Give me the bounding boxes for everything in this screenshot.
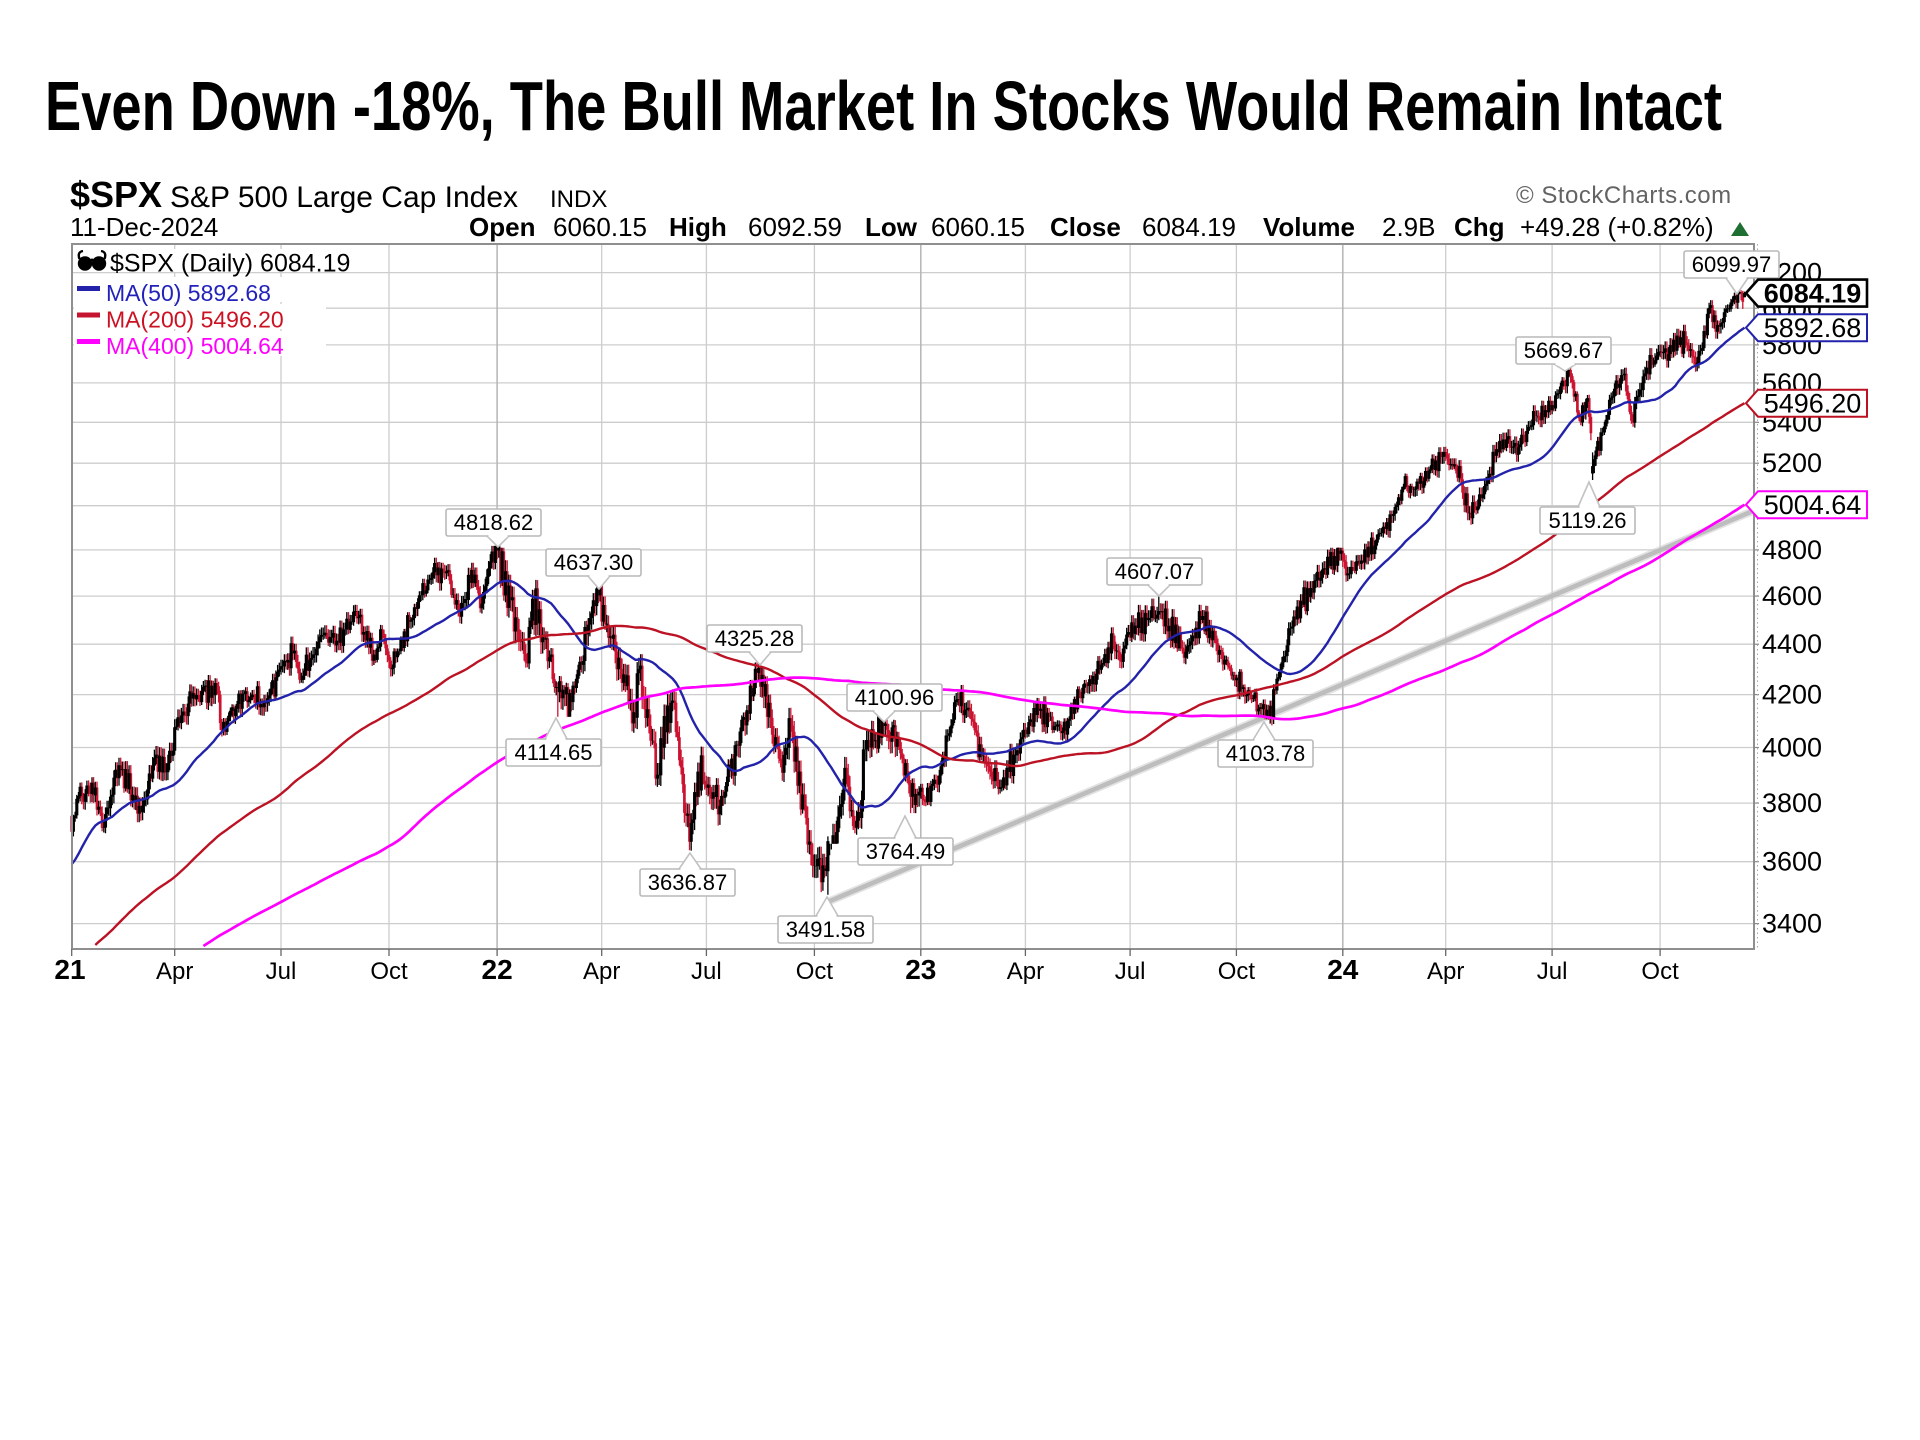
- svg-text:4800: 4800: [1762, 535, 1822, 565]
- svg-text:4818.62: 4818.62: [454, 510, 534, 535]
- svg-text:6084.19: 6084.19: [1764, 279, 1862, 309]
- svg-text:24: 24: [1327, 954, 1359, 985]
- svg-text:Jul: Jul: [266, 958, 297, 985]
- svg-text:Oct: Oct: [370, 958, 408, 985]
- svg-text:Apr: Apr: [1427, 958, 1464, 985]
- svg-text:5119.26: 5119.26: [1549, 508, 1627, 533]
- svg-text:$SPX (Daily) 6084.19: $SPX (Daily) 6084.19: [110, 250, 350, 278]
- svg-text:3400: 3400: [1762, 909, 1822, 939]
- svg-text:22: 22: [482, 954, 513, 985]
- svg-text:MA(400) 5004.64: MA(400) 5004.64: [106, 333, 284, 359]
- svg-text:Jul: Jul: [1115, 958, 1146, 985]
- svg-text:5892.68: 5892.68: [1764, 313, 1862, 343]
- svg-text:2.9B: 2.9B: [1382, 212, 1436, 242]
- svg-text:4400: 4400: [1762, 629, 1822, 659]
- svg-text:4103.78: 4103.78: [1226, 741, 1306, 766]
- svg-text:11-Dec-2024: 11-Dec-2024: [70, 212, 218, 242]
- svg-text:5496.20: 5496.20: [1764, 389, 1862, 419]
- svg-text:© StockCharts.com: © StockCharts.com: [1516, 182, 1732, 209]
- svg-text:Apr: Apr: [156, 958, 193, 985]
- svg-text:21: 21: [54, 954, 85, 985]
- svg-text:6099.97: 6099.97: [1692, 252, 1772, 277]
- svg-text:MA(50) 5892.68: MA(50) 5892.68: [106, 280, 271, 306]
- svg-text:Low: Low: [865, 212, 918, 242]
- svg-text:4000: 4000: [1762, 733, 1822, 763]
- svg-text:MA(200) 5496.20: MA(200) 5496.20: [106, 307, 284, 333]
- svg-text:3600: 3600: [1762, 847, 1822, 877]
- svg-text:6060.15: 6060.15: [553, 212, 647, 242]
- svg-text:4325.28: 4325.28: [715, 626, 795, 651]
- svg-text:5004.64: 5004.64: [1764, 490, 1862, 520]
- svg-text:4114.65: 4114.65: [515, 740, 593, 765]
- svg-text:6060.15: 6060.15: [931, 212, 1025, 242]
- svg-text:Close: Close: [1050, 212, 1121, 242]
- svg-text:4637.30: 4637.30: [554, 550, 634, 575]
- svg-text:Even Down -18%, The Bull Marke: Even Down -18%, The Bull Market In Stock…: [45, 67, 1722, 145]
- svg-text:Apr: Apr: [583, 958, 620, 985]
- svg-text:+49.28 (+0.82%): +49.28 (+0.82%): [1520, 212, 1714, 242]
- svg-text:Volume: Volume: [1263, 212, 1355, 242]
- svg-text:S&P 500 Large Cap Index: S&P 500 Large Cap Index: [170, 181, 518, 214]
- svg-text:INDX: INDX: [550, 186, 607, 213]
- svg-text:Open: Open: [469, 212, 535, 242]
- svg-text:$SPX: $SPX: [70, 174, 162, 215]
- svg-text:5200: 5200: [1762, 448, 1822, 478]
- svg-text:3491.58: 3491.58: [786, 917, 866, 942]
- svg-text:5669.67: 5669.67: [1524, 338, 1604, 363]
- svg-text:4600: 4600: [1762, 581, 1822, 611]
- svg-text:Apr: Apr: [1007, 958, 1044, 985]
- svg-text:Oct: Oct: [796, 958, 834, 985]
- svg-text:3800: 3800: [1762, 788, 1822, 818]
- svg-text:Jul: Jul: [1537, 958, 1568, 985]
- svg-text:Jul: Jul: [691, 958, 722, 985]
- svg-text:6092.59: 6092.59: [748, 212, 842, 242]
- svg-text:4100.96: 4100.96: [855, 685, 935, 710]
- svg-text:4200: 4200: [1762, 680, 1822, 710]
- svg-text:High: High: [669, 212, 727, 242]
- svg-text:23: 23: [905, 954, 936, 985]
- svg-text:3764.49: 3764.49: [866, 839, 946, 864]
- svg-text:3636.87: 3636.87: [648, 870, 728, 895]
- svg-text:Chg: Chg: [1454, 212, 1505, 242]
- svg-text:Oct: Oct: [1641, 958, 1679, 985]
- svg-text:4607.07: 4607.07: [1115, 559, 1195, 584]
- svg-text:6084.19: 6084.19: [1142, 212, 1236, 242]
- svg-text:Oct: Oct: [1218, 958, 1256, 985]
